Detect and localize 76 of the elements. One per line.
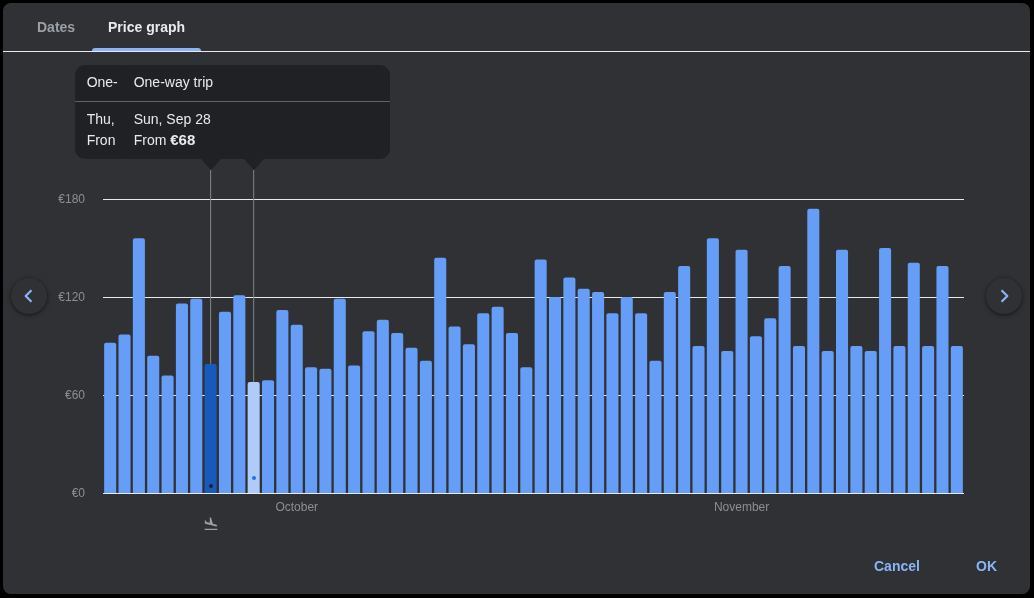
bar	[592, 292, 605, 493]
bar	[549, 297, 562, 493]
bar	[319, 368, 332, 493]
bar	[563, 277, 576, 493]
bar	[448, 326, 461, 493]
bar	[376, 319, 389, 493]
bar	[950, 346, 963, 493]
y-tick-label: €60	[64, 388, 86, 402]
bar	[118, 334, 131, 493]
x-tick-label: November	[713, 500, 770, 514]
bar	[520, 367, 533, 493]
bar	[907, 262, 920, 493]
text: One-	[86, 73, 118, 91]
bar	[678, 265, 691, 493]
text: Sun, Sep 28	[133, 110, 211, 128]
bar	[534, 259, 547, 493]
bar	[362, 331, 375, 493]
bar	[922, 346, 935, 493]
bar	[462, 344, 475, 493]
bar	[864, 350, 877, 493]
y-tick-label: €120	[58, 290, 86, 304]
bar	[936, 265, 949, 493]
bar	[764, 318, 777, 493]
bar	[290, 324, 303, 493]
bar	[218, 311, 231, 493]
bar	[577, 288, 590, 493]
text: OK	[976, 557, 997, 575]
bar	[692, 346, 705, 493]
bar	[721, 350, 734, 493]
bar	[247, 381, 260, 493]
bar	[305, 367, 318, 493]
bar	[477, 313, 490, 493]
bar	[749, 336, 762, 493]
bar	[706, 238, 719, 493]
bar	[893, 346, 906, 493]
bar	[276, 310, 289, 493]
bar	[663, 292, 676, 493]
bar	[879, 248, 892, 493]
bar	[419, 360, 432, 493]
bar	[735, 249, 748, 493]
bar	[233, 295, 246, 493]
text: Price graph	[108, 18, 186, 36]
bar	[836, 249, 849, 493]
bar	[333, 298, 346, 493]
bar	[620, 297, 633, 493]
bar	[807, 208, 820, 493]
text: Cancel	[874, 557, 920, 575]
bar	[175, 303, 188, 493]
bar	[792, 346, 805, 493]
text: Fron	[86, 131, 116, 149]
y-tick-label: €180	[58, 192, 86, 206]
bar	[635, 313, 648, 493]
bar	[132, 238, 145, 493]
bar	[850, 346, 863, 493]
text: One-way trip	[133, 73, 214, 91]
bar	[147, 355, 160, 493]
text: From €68	[133, 131, 196, 149]
bar	[348, 365, 361, 493]
text: Thu,	[86, 110, 115, 128]
y-tick-label: €0	[71, 486, 86, 500]
bar	[505, 332, 518, 493]
bar	[204, 363, 217, 493]
bar	[190, 298, 203, 493]
bar	[104, 342, 117, 493]
bar	[405, 347, 418, 493]
bar	[821, 350, 834, 493]
bar	[649, 360, 662, 493]
bar	[778, 265, 791, 493]
bar	[391, 332, 404, 493]
bar	[262, 380, 275, 493]
bar	[606, 313, 619, 493]
text: Dates	[37, 18, 76, 36]
x-tick-label: October	[275, 500, 319, 514]
bar	[434, 257, 447, 493]
bar	[491, 306, 504, 493]
bar	[161, 375, 174, 493]
